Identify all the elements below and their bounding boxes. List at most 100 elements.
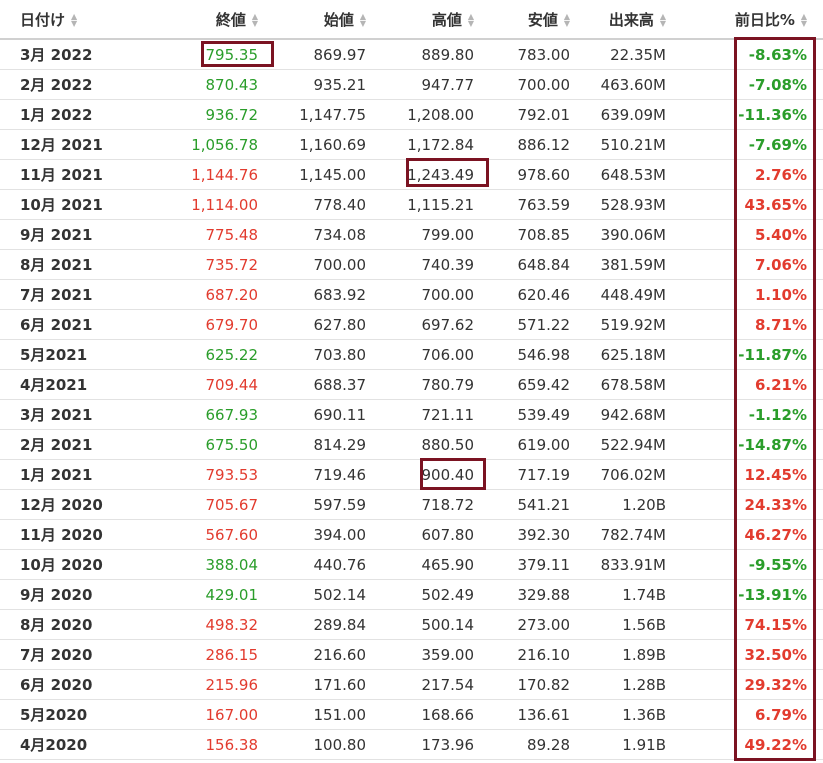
column-header-low[interactable]: 安値 ▲ ▼ — [527, 10, 570, 29]
close-cell: 705.67 — [205, 495, 259, 514]
change-cell: -7.69% — [748, 135, 807, 154]
sort-icon[interactable]: ▲ ▼ — [563, 12, 570, 28]
table-row: 8月 2020 498.32 289.84 500.14 273.00 1.56B 74.1… — [0, 610, 823, 640]
change-cell: 2.76% — [754, 165, 807, 184]
table-row: 9月 2021 775.48 734.08 799.00 708.85 390.06M 5.… — [0, 220, 823, 250]
table-row: 2月 2022 870.43 935.21 947.77 700.00 463.60M -7… — [0, 70, 823, 100]
volume-cell: 519.92M — [600, 315, 666, 334]
close-cell: 675.50 — [205, 435, 259, 454]
close-cell: 795.35 — [205, 45, 259, 64]
low-cell: 170.82 — [517, 675, 571, 694]
date-cell: 6月 2021 — [20, 316, 93, 334]
column-header-open[interactable]: 始値 ▲ ▼ — [323, 10, 366, 29]
date-cell: 9月 2020 — [20, 586, 93, 604]
date-cell: 9月 2021 — [20, 226, 93, 244]
open-cell: 1,147.75 — [299, 105, 366, 124]
volume-cell: 782.74M — [600, 525, 666, 544]
close-cell: 687.20 — [205, 285, 259, 304]
close-cell: 388.04 — [205, 555, 259, 574]
change-cell: -11.87% — [738, 345, 807, 364]
column-header-high[interactable]: 高値 ▲ ▼ — [431, 10, 474, 29]
sort-icon[interactable]: ▲ ▼ — [467, 12, 474, 28]
sort-icon[interactable]: ▲ ▼ — [659, 12, 666, 28]
close-cell: 936.72 — [205, 105, 259, 124]
sort-icon[interactable]: ▲ ▼ — [71, 12, 78, 28]
table-row: 9月 2020 429.01 502.14 502.49 329.88 1.74B -13.… — [0, 580, 823, 610]
high-cell: 500.14 — [421, 615, 475, 634]
high-cell: 700.00 — [421, 285, 475, 304]
high-cell: 718.72 — [421, 495, 475, 514]
table-row: 10月 2020 388.04 440.76 465.90 379.11 833.91M -… — [0, 550, 823, 580]
low-cell: 571.22 — [517, 315, 571, 334]
low-cell: 136.61 — [517, 705, 571, 724]
column-header-volume[interactable]: 出来高 ▲ ▼ — [608, 10, 666, 29]
open-cell: 171.60 — [313, 675, 367, 694]
sort-icon[interactable]: ▲ ▼ — [800, 12, 807, 28]
change-cell: 12.45% — [744, 465, 807, 484]
low-cell: 541.21 — [517, 495, 571, 514]
change-cell: 6.21% — [754, 375, 807, 394]
open-cell: 719.46 — [313, 465, 367, 484]
date-cell: 7月 2021 — [20, 286, 93, 304]
low-cell: 886.12 — [517, 135, 571, 154]
close-cell: 286.15 — [205, 645, 259, 664]
date-cell: 7月 2020 — [20, 646, 93, 664]
volume-cell: 448.49M — [600, 285, 666, 304]
volume-cell: 528.93M — [600, 195, 666, 214]
column-header-close[interactable]: 終値 ▲ ▼ — [215, 10, 258, 29]
change-cell: -1.12% — [748, 405, 807, 424]
date-cell: 1月 2022 — [20, 106, 93, 124]
sort-icon[interactable]: ▲ ▼ — [251, 12, 258, 28]
table-row: 6月 2021 679.70 627.80 697.62 571.22 519.92M 8.… — [0, 310, 823, 340]
volume-cell: 1.56B — [622, 615, 666, 634]
close-cell: 167.00 — [205, 705, 259, 724]
change-cell: 6.79% — [754, 705, 807, 724]
low-cell: 620.46 — [517, 285, 571, 304]
change-cell: 1.10% — [754, 285, 807, 304]
volume-cell: 522.94M — [600, 435, 666, 454]
volume-cell: 1.28B — [622, 675, 666, 694]
table-row: 11月 2020 567.60 394.00 607.80 392.30 782.74M 4… — [0, 520, 823, 550]
change-cell: 5.40% — [754, 225, 807, 244]
volume-cell: 510.21M — [600, 135, 666, 154]
close-cell: 1,144.76 — [191, 165, 258, 184]
close-cell: 1,056.78 — [191, 135, 258, 154]
high-cell: 217.54 — [421, 675, 475, 694]
low-cell: 978.60 — [517, 165, 571, 184]
open-cell: 440.76 — [313, 555, 367, 574]
change-cell: 46.27% — [744, 525, 807, 544]
column-header-change[interactable]: 前日比% ▲ ▼ — [734, 10, 807, 29]
close-cell: 156.38 — [205, 735, 259, 754]
date-cell: 3月 2021 — [20, 406, 93, 424]
open-cell: 683.92 — [313, 285, 367, 304]
change-cell: 43.65% — [744, 195, 807, 214]
date-cell: 2月 2021 — [20, 436, 93, 454]
volume-cell: 463.60M — [600, 75, 666, 94]
high-cell: 900.40 — [421, 465, 475, 484]
table-row: 4月2021 709.44 688.37 780.79 659.42 678.58M 6.2… — [0, 370, 823, 400]
change-cell: 8.71% — [754, 315, 807, 334]
close-cell: 870.43 — [205, 75, 259, 94]
volume-cell: 1.36B — [622, 705, 666, 724]
open-cell: 627.80 — [313, 315, 367, 334]
open-cell: 814.29 — [313, 435, 367, 454]
date-cell: 4月2020 — [20, 736, 88, 754]
date-cell: 10月 2021 — [20, 196, 103, 214]
high-cell: 740.39 — [421, 255, 475, 274]
volume-cell: 639.09M — [600, 105, 666, 124]
volume-cell: 1.20B — [622, 495, 666, 514]
table-row: 7月 2021 687.20 683.92 700.00 620.46 448.49M 1.… — [0, 280, 823, 310]
low-cell: 717.19 — [517, 465, 571, 484]
table-row: 12月 2021 1,056.78 1,160.69 1,172.84 886.12 51… — [0, 130, 823, 160]
high-cell: 173.96 — [421, 735, 475, 754]
column-header-date[interactable]: 日付け ▲ ▼ — [20, 10, 78, 29]
table-row: 4月2020 156.38 100.80 173.96 89.28 1.91B 49.22% — [0, 730, 823, 760]
close-cell: 215.96 — [205, 675, 259, 694]
change-cell: 74.15% — [744, 615, 807, 634]
high-cell: 1,115.21 — [407, 195, 474, 214]
date-cell: 6月 2020 — [20, 676, 93, 694]
volume-cell: 678.58M — [600, 375, 666, 394]
open-cell: 778.40 — [313, 195, 367, 214]
sort-icon[interactable]: ▲ ▼ — [359, 12, 366, 28]
date-cell: 12月 2021 — [20, 136, 103, 154]
